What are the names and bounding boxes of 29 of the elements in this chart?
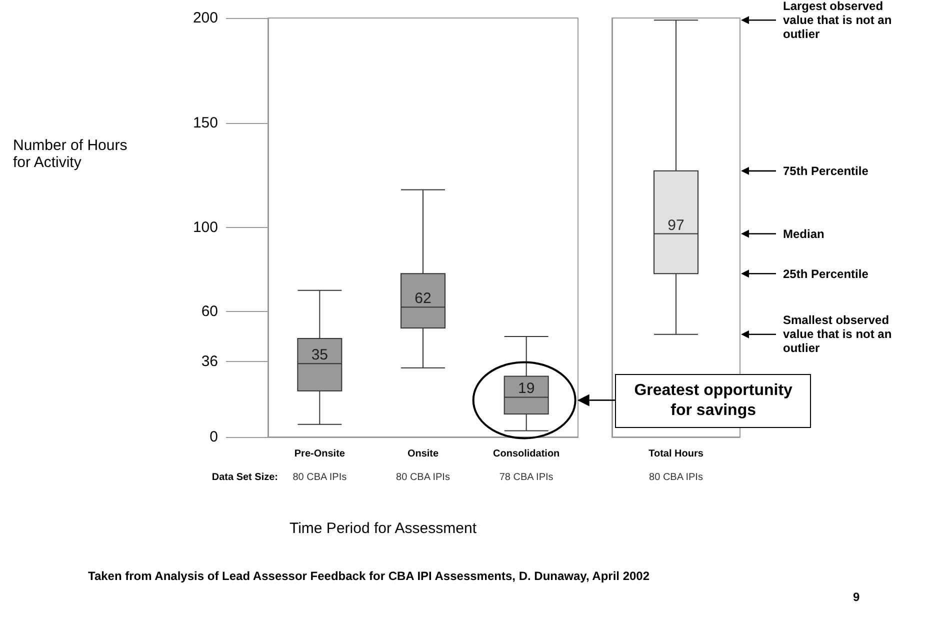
text: Largest observed value that is not an outlier	[783, 0, 893, 42]
text: 97	[668, 216, 684, 234]
x-tick-label: Pre-Onsite	[294, 448, 346, 460]
text: 80 CBA IPIs	[292, 472, 347, 483]
y-tick-label: 36	[201, 353, 218, 370]
text: 62	[414, 290, 432, 308]
y-tick-label: 150	[192, 114, 218, 132]
text: 80 CBA IPIs	[649, 472, 703, 483]
y-tick-label: 100	[192, 219, 218, 236]
y-tick-label: 0	[210, 428, 218, 446]
text: Median	[783, 226, 826, 241]
text: 19	[518, 380, 535, 398]
text: 78 CBA IPIs	[499, 472, 554, 483]
x-tick-label: Total Hours	[648, 448, 704, 460]
y-axis-title: Number of Hours for Activity	[13, 137, 128, 171]
x-tick-label: Onsite	[407, 448, 439, 460]
x-axis-title: Time Period for Assessment	[289, 520, 477, 537]
text: 9	[853, 590, 860, 604]
y-tick-label: 60	[201, 302, 218, 320]
annotation: Greatest opportunity for savings	[615, 374, 812, 428]
text: Taken from Analysis of Lead Assessor Feedback for CBA IPI Assessments, D. Dunaway, April 2002	[88, 569, 650, 583]
text: Smallest observed value that is not an outlier	[783, 313, 893, 356]
text: 35	[311, 346, 328, 364]
text: 25th Percentile	[783, 266, 870, 281]
x-tick-label: Consolidation	[492, 448, 560, 460]
y-tick-label: 200	[192, 10, 218, 26]
text: 80 CBA IPIs	[396, 472, 450, 483]
text: Data Set Size:	[212, 472, 278, 483]
text: 75th Percentile	[783, 164, 870, 178]
